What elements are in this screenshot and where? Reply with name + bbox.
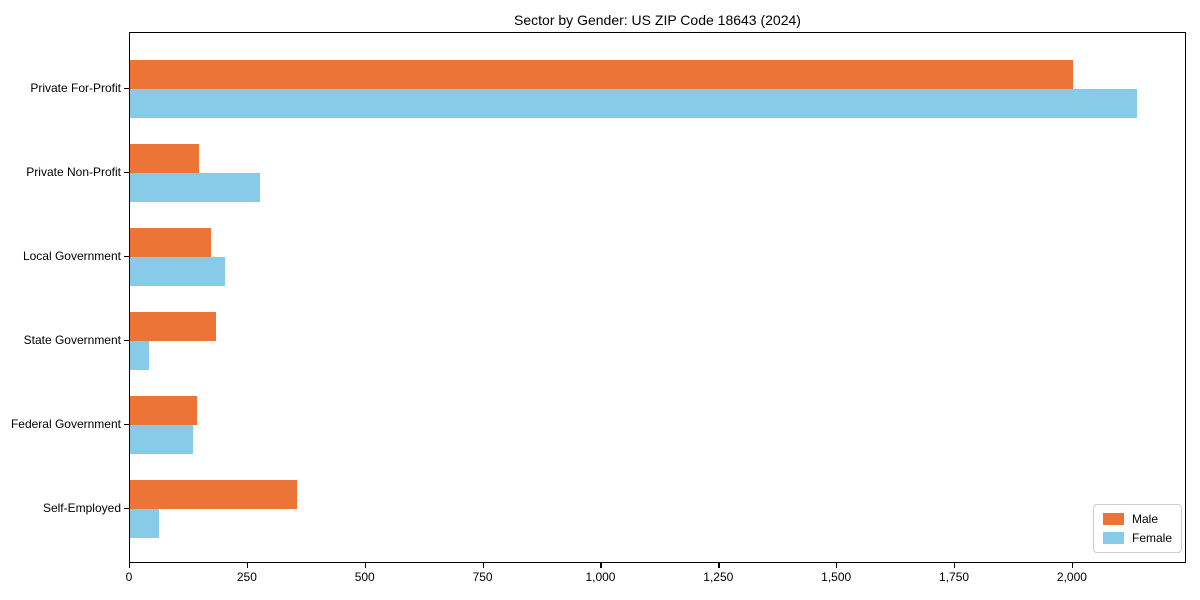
xtick-label-500: 500 [354, 570, 375, 584]
xtick-label-250: 250 [236, 570, 257, 584]
legend: Male Female [1092, 504, 1182, 553]
ytick-label-state-government: State Government [23, 333, 121, 347]
xtick-mark-750 [482, 563, 484, 568]
ytick-mark-self-employed [124, 508, 129, 510]
xtick-mark-1-000 [600, 563, 602, 568]
xtick-label-1-750: 1,750 [939, 570, 970, 584]
legend-label-male: Male [1131, 512, 1158, 526]
bar-male-state-government [130, 312, 216, 341]
ytick-label-private-non-profit: Private Non-Profit [26, 165, 121, 179]
ytick-label-private-for-profit: Private For-Profit [30, 81, 121, 95]
bar-female-private-for-profit [130, 89, 1137, 118]
xtick-mark-500 [364, 563, 366, 568]
xtick-label-2-000: 2,000 [1056, 570, 1087, 584]
bar-male-private-for-profit [130, 60, 1073, 89]
legend-entry-female: Female [1102, 531, 1172, 545]
bar-female-local-government [130, 257, 225, 286]
bar-female-federal-government [130, 425, 193, 454]
ytick-label-federal-government: Federal Government [10, 417, 121, 431]
bar-male-private-non-profit [130, 144, 199, 173]
legend-entry-male: Male [1102, 512, 1172, 526]
xtick-label-1-000: 1,000 [585, 570, 616, 584]
bar-female-self-employed [130, 509, 159, 538]
xtick-label-0: 0 [125, 570, 133, 584]
xtick-mark-2-000 [1071, 563, 1074, 568]
ytick-mark-federal-government [124, 424, 129, 426]
ytick-mark-private-for-profit [124, 88, 129, 90]
bar-male-local-government [130, 228, 211, 257]
bar-male-self-employed [130, 480, 297, 509]
ytick-mark-private-non-profit [124, 172, 129, 174]
bar-female-state-government [130, 341, 149, 370]
ytick-mark-local-government [124, 256, 129, 258]
xtick-label-750: 750 [472, 570, 493, 584]
legend-swatch-male [1102, 513, 1124, 525]
xtick-label-1-250: 1,250 [703, 570, 734, 584]
bar-male-federal-government [130, 396, 197, 425]
xtick-mark-1-250 [718, 563, 720, 568]
ytick-label-local-government: Local Government [22, 249, 121, 263]
bar-female-private-non-profit [130, 173, 260, 202]
xtick-mark-250 [246, 563, 249, 568]
xtick-mark-1-500 [836, 563, 838, 568]
xtick-mark-0 [129, 563, 131, 568]
legend-swatch-female [1102, 532, 1124, 544]
ytick-label-self-employed: Self-Employed [42, 501, 121, 515]
xtick-mark-1-750 [954, 563, 956, 568]
ytick-mark-state-government [124, 340, 129, 342]
chart-title: Sector by Gender: US ZIP Code 18643 (202… [514, 12, 801, 28]
xtick-label-1-500: 1,500 [821, 570, 852, 584]
plot-area: Male Female [129, 32, 1186, 563]
legend-label-female: Female [1131, 531, 1172, 545]
